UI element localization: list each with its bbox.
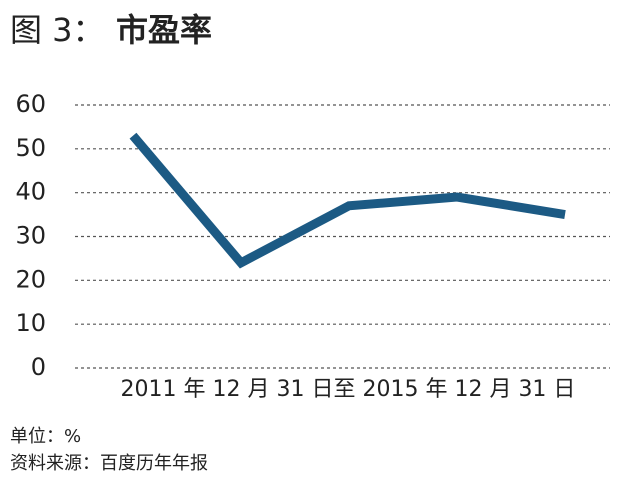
x-axis-label: 2011 年 12 月 31 日至 2015 年 12 月 31 日 bbox=[121, 377, 576, 402]
chart-title-prefix: 图 3： bbox=[10, 11, 105, 49]
unit-note: 单位：% bbox=[10, 426, 81, 447]
y-tick-label: 30 bbox=[15, 222, 46, 250]
source-note: 资料来源：百度历年年报 bbox=[10, 453, 208, 474]
data-line bbox=[129, 132, 566, 269]
y-tick-label: 0 bbox=[31, 353, 46, 381]
y-tick-label: 50 bbox=[15, 134, 46, 162]
chart-title: 市盈率 bbox=[116, 11, 212, 49]
y-tick-label: 10 bbox=[15, 309, 46, 337]
y-tick-label: 40 bbox=[15, 178, 46, 206]
y-tick-label: 60 bbox=[15, 90, 46, 118]
y-tick-label: 20 bbox=[15, 265, 46, 293]
